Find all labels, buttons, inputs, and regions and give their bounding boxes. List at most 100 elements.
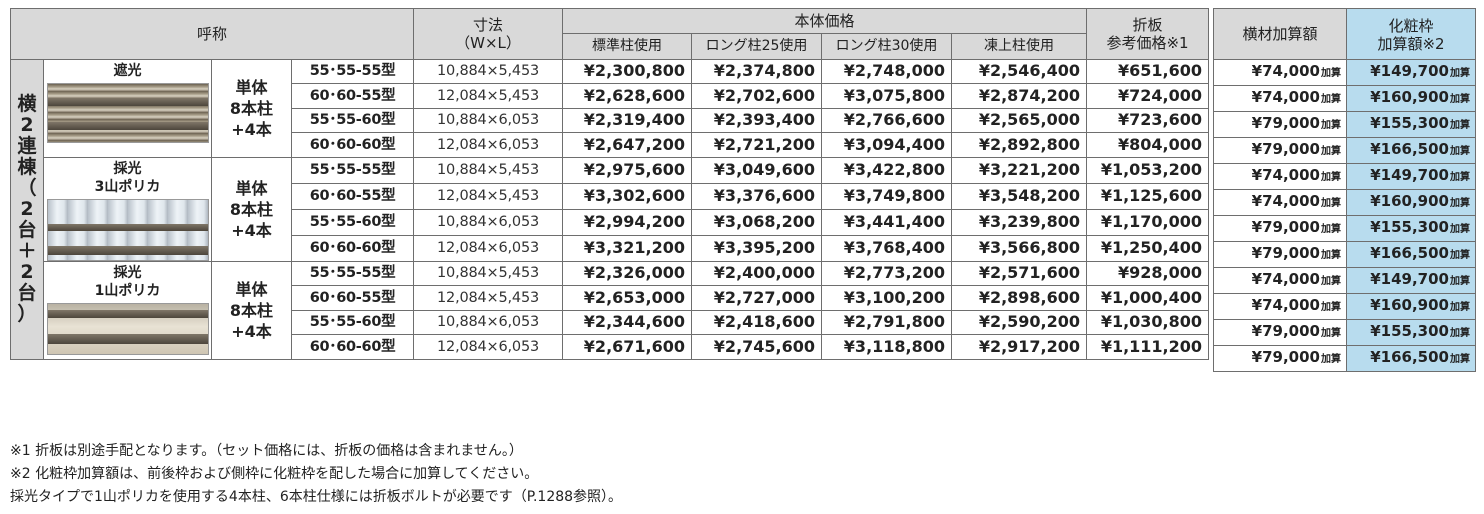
model-cell: 55･55-60型 <box>290 208 415 236</box>
price-cell: ¥3,094,400 <box>821 132 953 158</box>
price-cell: ¥2,898,600 <box>951 285 1088 311</box>
daylight-3-ridge-polycarbonate-photo <box>47 198 209 260</box>
price-cell: ¥2,721,200 <box>691 132 823 158</box>
add-suffix: 加算 <box>1450 68 1470 79</box>
side-label-char: 台 <box>17 218 37 241</box>
add-suffix: 加算 <box>1321 250 1341 261</box>
add-suffix: 加算 <box>1450 172 1470 183</box>
spec-line: 単体 <box>235 178 268 198</box>
size-cell: 12,084×5,453 <box>413 83 564 109</box>
kesho-value: ¥149,700 <box>1370 270 1449 288</box>
price-cell: ¥2,745,600 <box>691 334 823 360</box>
price-cell: ¥3,239,800 <box>951 208 1088 236</box>
price-cell: ¥2,393,400 <box>691 107 823 133</box>
spec-line: +4本 <box>231 321 272 341</box>
price-cell: ¥2,418,600 <box>691 309 823 335</box>
yokozai-cell: ¥79,000加算 <box>1213 241 1347 268</box>
price-cell: ¥3,118,800 <box>821 334 953 360</box>
addon-row: ¥79,000加算 ¥155,300加算 <box>1213 111 1476 138</box>
add-suffix: 加算 <box>1321 354 1341 365</box>
header-folded-price: 折板 参考価格※1 <box>1086 8 1210 60</box>
add-suffix: 加算 <box>1321 94 1341 105</box>
price-cell: ¥2,917,200 <box>951 334 1088 360</box>
header-size-line2: （W×L） <box>455 34 521 53</box>
kesho-cell: ¥155,300加算 <box>1346 215 1476 242</box>
yokozai-cell: ¥74,000加算 <box>1213 267 1347 294</box>
group-daylight-1ridge: 採光 1山ポリカ <box>43 260 212 360</box>
price-cell: ¥3,441,400 <box>821 208 953 236</box>
add-suffix: 加算 <box>1321 276 1341 287</box>
folded-price-cell: ¥1,170,000 <box>1086 208 1210 236</box>
price-cell: ¥3,221,200 <box>951 156 1088 184</box>
side-label-char: （ <box>17 176 37 199</box>
add-suffix: 加算 <box>1450 250 1470 261</box>
price-cell: ¥2,791,800 <box>821 309 953 335</box>
folded-price-cell: ¥651,600 <box>1086 58 1210 84</box>
spec-label: 単体 8本柱 +4本 <box>211 156 292 262</box>
kesho-cell: ¥155,300加算 <box>1346 319 1476 346</box>
side-label-char: 棟 <box>17 155 37 178</box>
price-cell: ¥3,768,400 <box>821 234 953 262</box>
add-suffix: 加算 <box>1450 120 1470 131</box>
price-cell: ¥2,766,600 <box>821 107 953 133</box>
size-cell: 10,884×6,053 <box>413 309 564 335</box>
price-cell: ¥2,565,000 <box>951 107 1088 133</box>
kesho-value: ¥166,500 <box>1370 140 1449 158</box>
add-suffix: 加算 <box>1321 172 1341 183</box>
yokozai-cell: ¥79,000加算 <box>1213 111 1347 138</box>
add-suffix: 加算 <box>1321 302 1341 313</box>
yokozai-value: ¥74,000 <box>1251 270 1320 288</box>
price-cell: ¥2,994,200 <box>562 208 693 236</box>
size-cell: 10,884×5,453 <box>413 156 564 184</box>
addon-row: ¥79,000加算 ¥166,500加算 <box>1213 137 1476 164</box>
yokozai-cell: ¥74,000加算 <box>1213 85 1347 112</box>
price-cell: ¥2,773,200 <box>821 260 953 286</box>
price-cell: ¥2,727,000 <box>691 285 823 311</box>
spec-line: +4本 <box>231 220 272 240</box>
model-cell: 60･60-60型 <box>290 334 415 360</box>
addon-row: ¥79,000加算 ¥155,300加算 <box>1213 215 1476 242</box>
addon-row: ¥79,000加算 ¥166,500加算 <box>1213 241 1476 268</box>
price-cell: ¥2,975,600 <box>562 156 693 184</box>
folded-price-cell: ¥723,600 <box>1086 107 1210 133</box>
side-label-char: ） <box>17 302 37 325</box>
roof-beam <box>48 97 208 106</box>
price-cell: ¥2,874,200 <box>951 83 1088 109</box>
yokozai-cell: ¥79,000加算 <box>1213 345 1347 372</box>
price-cell: ¥2,344,600 <box>562 309 693 335</box>
main-price-table: 呼称 寸法 （W×L） 本体価格 折板 参考価格※1 標準柱使用 ロング柱25使… <box>9 8 1210 360</box>
size-cell: 12,084×5,453 <box>413 182 564 210</box>
yokozai-cell: ¥74,000加算 <box>1213 59 1347 86</box>
price-cell: ¥3,749,800 <box>821 182 953 210</box>
addon-row: ¥74,000加算 ¥160,900加算 <box>1213 293 1476 320</box>
add-suffix: 加算 <box>1450 276 1470 287</box>
addon-row: ¥74,000加算 ¥160,900加算 <box>1213 189 1476 216</box>
kesho-value: ¥155,300 <box>1370 114 1449 132</box>
kesho-cell: ¥166,500加算 <box>1346 241 1476 268</box>
yokozai-value: ¥79,000 <box>1251 140 1320 158</box>
folded-price-cell: ¥1,000,400 <box>1086 285 1210 311</box>
side-label-char: 2 <box>20 113 34 136</box>
header-post-frost: 凍上柱使用 <box>951 32 1088 60</box>
spec-line: 8本柱 <box>229 199 274 219</box>
kesho-cell: ¥166,500加算 <box>1346 137 1476 164</box>
header-kesho: 化粧枠 加算額※2 <box>1346 8 1476 60</box>
price-cell: ¥3,321,200 <box>562 234 693 262</box>
addon-row: ¥74,000加算 ¥149,700加算 <box>1213 267 1476 294</box>
yokozai-cell: ¥79,000加算 <box>1213 215 1347 242</box>
yokozai-cell: ¥79,000加算 <box>1213 137 1347 164</box>
price-cell: ¥3,548,200 <box>951 182 1088 210</box>
kesho-value: ¥149,700 <box>1370 62 1449 80</box>
kesho-cell: ¥160,900加算 <box>1346 293 1476 320</box>
model-cell: 55･55-60型 <box>290 309 415 335</box>
price-cell: ¥3,068,200 <box>691 208 823 236</box>
size-cell: 12,084×5,453 <box>413 285 564 311</box>
model-cell: 60･60-55型 <box>290 83 415 109</box>
price-cell: ¥3,302,600 <box>562 182 693 210</box>
size-cell: 10,884×5,453 <box>413 58 564 84</box>
yokozai-value: ¥74,000 <box>1251 62 1320 80</box>
kesho-cell: ¥166,500加算 <box>1346 345 1476 372</box>
add-suffix: 加算 <box>1450 198 1470 209</box>
add-suffix: 加算 <box>1321 224 1341 235</box>
kesho-value: ¥149,700 <box>1370 166 1449 184</box>
